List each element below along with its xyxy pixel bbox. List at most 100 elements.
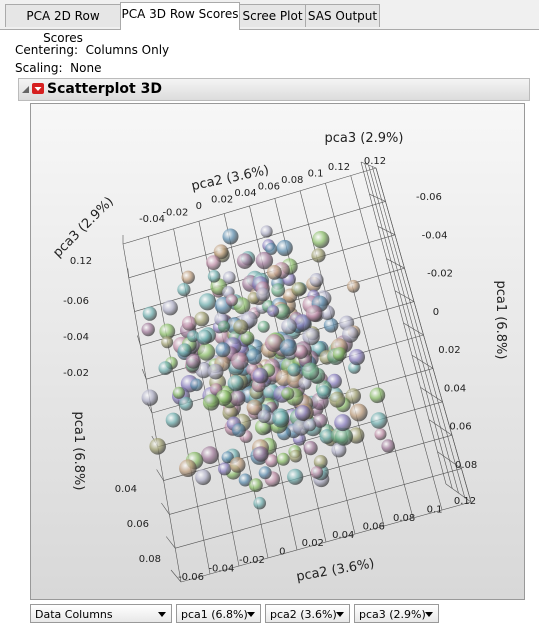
tick-label: -0.06 — [178, 572, 204, 583]
point — [218, 462, 232, 476]
tab[interactable]: SAS Output — [305, 4, 380, 27]
axis-text: pca3 (2.9%) — [325, 131, 404, 146]
point — [253, 446, 269, 462]
point — [257, 409, 271, 423]
point — [229, 390, 246, 407]
tick-label: -0.04 — [208, 564, 234, 575]
point — [291, 282, 306, 297]
disclosure[interactable] — [22, 86, 29, 93]
grid-line — [350, 175, 443, 511]
point — [301, 362, 320, 380]
tick-label: 0.06 — [363, 521, 385, 532]
plot-panel: pca3 (2.9%) pca2 (3.6%) pca3 (2.9%) pca1 (6… — [30, 103, 525, 600]
tick-label: 0.08 — [455, 460, 477, 471]
point — [258, 466, 272, 480]
point — [245, 348, 263, 365]
point — [370, 412, 388, 429]
icons — [22, 83, 44, 94]
point — [159, 323, 176, 340]
point — [233, 297, 251, 315]
point — [334, 414, 352, 432]
point — [222, 228, 239, 245]
point — [293, 344, 308, 359]
dropdown[interactable]: pca2 (3.6%) — [265, 604, 350, 623]
point — [158, 361, 173, 375]
tab[interactable]: Scree Plot — [239, 4, 306, 27]
tab[interactable]: PCA 2D Row Scores — [5, 4, 121, 45]
point — [281, 387, 295, 401]
tick-label: 0.04 — [332, 530, 354, 541]
tick-label: 0.1 — [308, 169, 324, 180]
point — [271, 283, 286, 297]
point — [349, 403, 368, 422]
point — [312, 231, 330, 249]
point — [195, 362, 212, 379]
point — [252, 367, 269, 384]
grid-line — [165, 536, 176, 549]
grid-line — [445, 483, 472, 503]
point — [165, 412, 181, 428]
point — [319, 429, 335, 444]
point — [249, 478, 263, 493]
point — [215, 389, 232, 406]
outline-header: Scatterplot 3D — [18, 78, 530, 101]
outline-title: Scatterplot 3D — [47, 81, 162, 97]
point — [309, 273, 324, 287]
tab-bar: PCA 2D Row Scores PCA 3D Row Scores Scree … — [0, 0, 539, 45]
grid-line — [394, 290, 415, 302]
tick-label: 0.12 — [364, 156, 386, 167]
point — [179, 396, 194, 411]
point — [232, 423, 246, 438]
tick-label: 0.1 — [427, 504, 443, 515]
point — [190, 378, 203, 392]
grid-line — [411, 354, 434, 369]
dropdown[interactable]: pca3 (2.9%) — [354, 604, 439, 623]
tick-label: 0.12 — [454, 496, 476, 507]
point — [347, 279, 360, 293]
grid-line — [161, 502, 170, 515]
tick-label: 0.02 — [302, 538, 324, 549]
point — [215, 342, 231, 358]
point — [332, 347, 347, 362]
point — [294, 314, 312, 331]
point — [177, 343, 192, 358]
point — [206, 255, 221, 270]
tick-label: 0.02 — [211, 195, 233, 206]
tick-label: 0.04 — [444, 383, 466, 394]
scatterplot-3d[interactable]: pca3 (2.9%)pca2 (3.6%)pca3 (2.9%)pca1 (6… — [31, 104, 524, 599]
dropdown[interactable]: Data Columns — [30, 604, 172, 623]
tick-label: 0 — [279, 547, 285, 558]
point — [198, 293, 217, 311]
grid-line — [386, 258, 405, 269]
tick-label: -0.06 — [63, 296, 89, 307]
grid-line — [369, 193, 386, 202]
point — [187, 330, 200, 343]
tab[interactable]: PCA 3D Row Scores — [120, 2, 240, 30]
point — [342, 326, 359, 343]
point — [265, 334, 283, 353]
point — [257, 320, 270, 333]
point — [179, 459, 197, 478]
point — [142, 306, 157, 321]
grid-line — [420, 387, 443, 403]
point — [267, 265, 282, 280]
point — [218, 320, 230, 333]
point — [223, 271, 236, 284]
point — [305, 305, 323, 322]
point — [161, 336, 174, 349]
point — [267, 305, 280, 317]
grid-line — [134, 234, 396, 312]
point — [345, 388, 362, 404]
tick-label: -0.04 — [139, 214, 165, 225]
point — [194, 311, 210, 327]
point — [238, 473, 252, 487]
point — [317, 385, 331, 400]
point — [272, 410, 290, 428]
point — [225, 294, 238, 307]
grid-line — [377, 226, 396, 236]
point — [181, 270, 195, 284]
point — [335, 427, 353, 446]
point — [207, 270, 221, 283]
grid-line — [325, 183, 414, 519]
dropdown[interactable]: pca1 (6.8%) — [176, 604, 261, 623]
